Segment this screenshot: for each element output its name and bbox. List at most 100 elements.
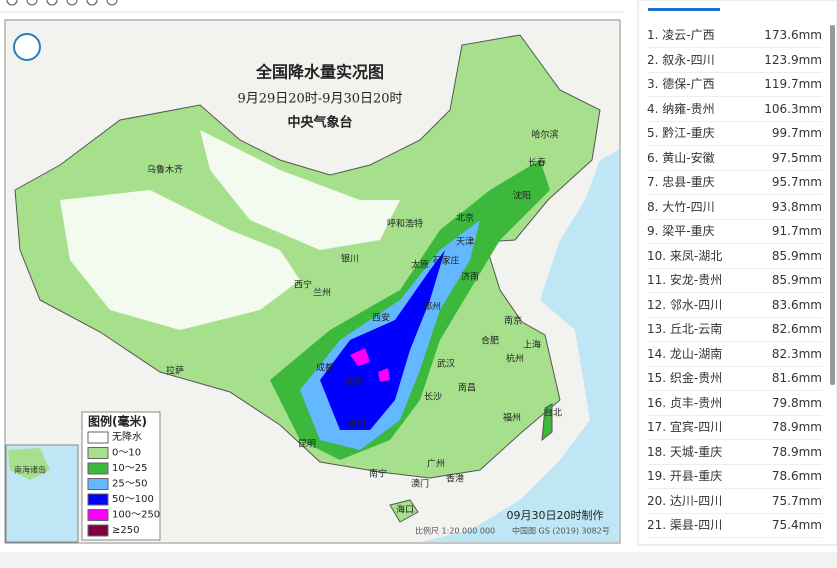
logo (13, 33, 41, 61)
ranking-row: 3. 德保-广西 119.7mm (647, 72, 822, 97)
china-outline (14, 34, 601, 479)
ranking-row: 2. 叙永-四川 123.9mm (647, 48, 822, 73)
taiwan (541, 403, 553, 442)
rainfall: 75.7mm (771, 493, 822, 508)
station: 20. 达川-四川 (647, 493, 723, 508)
rain-100-250 (350, 348, 390, 382)
city-label: 昆明 (298, 439, 316, 450)
rainfall: 85.9mm (771, 248, 822, 263)
station: 6. 黄山-安徽 (647, 150, 715, 165)
rainfall: 123.9mm (764, 52, 822, 67)
city-label: 重庆 (345, 376, 363, 388)
city-label: 西安 (372, 312, 390, 324)
station: 8. 大竹-四川 (647, 199, 715, 214)
city-label: 沈阳 (513, 190, 531, 202)
city-label: 福州 (503, 412, 521, 424)
inset-land (8, 448, 50, 480)
list-panel (637, 0, 837, 546)
rainfall: 78.6mm (771, 469, 822, 483)
city-label: 杭州 (506, 353, 524, 365)
ranking-row: 6. 黄山-安徽 97.5mm (647, 146, 822, 171)
station: 18. 天城-重庆 (647, 444, 723, 459)
ranking-row: 4. 纳雍-贵州 106.3mm (647, 97, 822, 122)
city-label: 合肥 (481, 335, 499, 347)
station: 21. 渠县-四川 (647, 518, 723, 532)
map-subtitle: 9月29日20时-9月30日20时 (237, 92, 402, 107)
made-label: 09月30日20时制作 (507, 509, 604, 522)
city-label: 海口 (396, 504, 414, 516)
ranking-row: 8. 大竹-四川 93.8mm (647, 195, 822, 220)
rainfall: 119.7mm (764, 77, 822, 91)
ranking-row: 11. 安龙-贵州 85.9mm (647, 268, 822, 293)
ranking-row: 7. 忠县-重庆 95.7mm (647, 170, 822, 195)
ranking-row: 18. 天城-重庆 78.9mm (647, 440, 822, 465)
city-label: 石家庄 (432, 255, 459, 267)
ranking-row: 5. 黔江-重庆 99.7mm (647, 121, 822, 146)
city-label: 台北 (544, 407, 562, 419)
bottom-bar (0, 552, 837, 568)
ranking-row: 21. 渠县-四川 75.4mm (647, 513, 822, 538)
ranking-row: 1. 凌云-广西 173.6mm (647, 23, 822, 48)
station: 19. 开县-重庆 (647, 469, 723, 483)
rainfall: 97.5mm (771, 150, 822, 165)
station: 1. 凌云-广西 (647, 28, 715, 42)
station: 13. 丘北-云南 (647, 322, 723, 336)
station: 5. 黔江-重庆 (647, 126, 715, 140)
city-label: 郑州 (423, 301, 441, 313)
rainfall: 83.6mm (771, 297, 822, 312)
ranking-row: 10. 来凤-湖北 85.9mm (647, 244, 822, 269)
legend-label: 无降水 (112, 430, 142, 443)
ranking-row: 9. 梁平-重庆 91.7mm (647, 219, 822, 244)
legend-label: 100～250 (112, 510, 160, 521)
legend-swatch (87, 524, 109, 537)
tab-underline (648, 8, 720, 11)
rainfall: 93.8mm (771, 199, 822, 214)
city-label: 拉萨 (166, 365, 184, 377)
legend-swatch (87, 431, 109, 444)
rainfall: 85.9mm (771, 273, 822, 287)
ranking-row: 20. 达川-四川 75.7mm (647, 489, 822, 514)
city-label: 武汉 (437, 358, 455, 370)
map-agency: 中央气象台 (287, 115, 352, 131)
rainfall: 81.6mm (771, 371, 822, 385)
legend-swatch (87, 462, 109, 475)
city-label: 广州 (427, 458, 445, 470)
legend-label: 50～100 (112, 494, 154, 505)
hainan (389, 499, 419, 523)
legend-swatch (87, 493, 109, 506)
station: 12. 邻水-四川 (647, 297, 723, 312)
station: 15. 织金-贵州 (647, 371, 723, 385)
legend-swatch (87, 447, 109, 459)
map-number: 中国图 GS (2019) 3082号 (512, 526, 610, 536)
station: 7. 忠县-重庆 (647, 175, 715, 189)
legend-label: ≥250 (112, 525, 139, 536)
city-label: 长春 (528, 157, 546, 169)
rainfall: 95.7mm (771, 175, 822, 189)
scale-label: 比例尺 1:20 000 000 (415, 526, 495, 536)
legend-label: 0～10 (112, 448, 141, 459)
ranking-row: 13. 丘北-云南 82.6mm (647, 317, 822, 342)
station: 9. 梁平-重庆 (647, 224, 715, 238)
station: 2. 叙永-四川 (647, 52, 715, 67)
toolbar-icons (6, 0, 118, 6)
station: 14. 龙山-湖南 (647, 346, 723, 361)
city-label: 太原 (411, 259, 429, 271)
city-label: 银川 (341, 253, 359, 265)
station: 4. 纳雍-贵州 (647, 101, 715, 116)
city-label: 贵阳 (348, 419, 366, 431)
ranking-row: 15. 织金-贵州 81.6mm (647, 366, 822, 391)
station: 3. 德保-广西 (647, 77, 715, 91)
rain-50-100 (320, 250, 445, 430)
legend-title: 图例(毫米) (88, 414, 147, 429)
ranking-row: 16. 贞丰-贵州 79.8mm (647, 391, 822, 416)
rainfall: 78.9mm (771, 420, 822, 434)
legend-label: 10～25 (112, 463, 147, 474)
scrollbar (830, 25, 835, 385)
city-label: 西宁 (294, 279, 312, 291)
rainfall: 75.4mm (771, 518, 822, 532)
city-label: 上海 (523, 339, 541, 351)
ranking-row: 14. 龙山-湖南 82.3mm (647, 342, 822, 367)
city-label: 澳门 (411, 478, 429, 490)
rainfall: 91.7mm (771, 224, 822, 238)
